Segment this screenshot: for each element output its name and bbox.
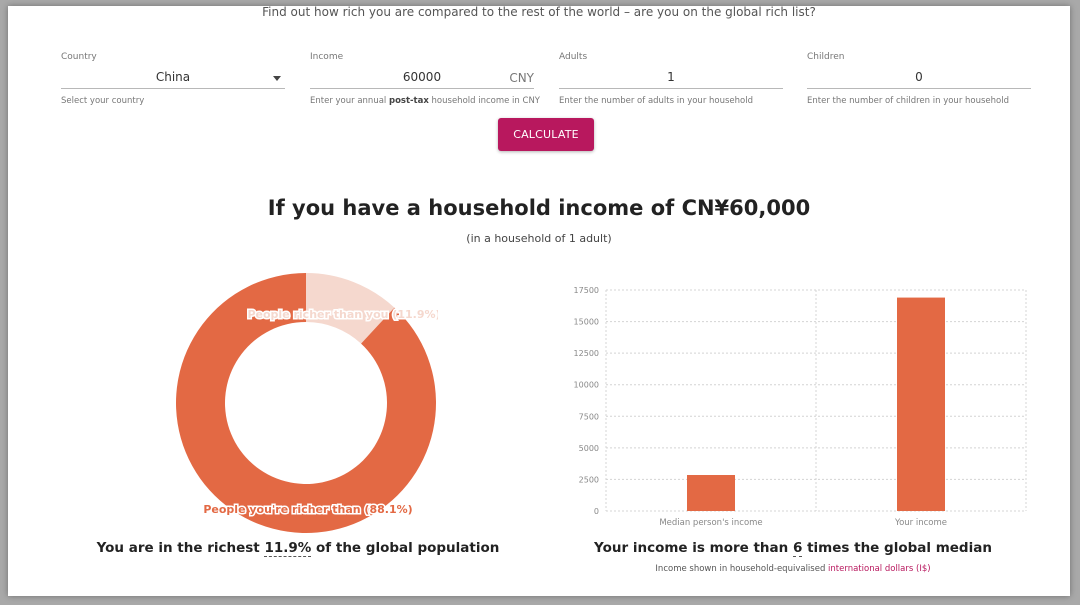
y-tick-label: 15000 (574, 318, 599, 327)
richest-percent[interactable]: 11.9% (264, 540, 312, 557)
income-value: 60000 (402, 70, 442, 84)
donut-label-2: People you're richer than (88.1%) (203, 503, 412, 516)
richest-caption: You are in the richest 11.9% of the glob… (96, 540, 500, 557)
bar-2[interactable] (897, 297, 945, 511)
income-label: Income (310, 52, 344, 62)
donut-slice-2[interactable] (176, 273, 437, 533)
adults-hint: Enter the number of adults in your house… (559, 96, 753, 106)
adults-input[interactable]: 1 (559, 66, 783, 89)
x-tick-label: Your income (894, 518, 947, 528)
adults-value: 1 (667, 70, 675, 84)
y-tick-label: 12500 (574, 349, 599, 358)
result-headline: If you have a household income of CN¥60,… (267, 196, 811, 220)
children-field: Children 0 Enter the number of children … (807, 52, 1031, 106)
page-subtitle: Find out how rich you are compared to th… (262, 6, 816, 19)
children-label: Children (807, 52, 845, 62)
median-caption: Your income is more than 6 times the glo… (594, 540, 992, 557)
international-dollars-link[interactable]: international dollars (I$) (828, 564, 931, 574)
bar-1[interactable] (687, 475, 735, 511)
children-input[interactable]: 0 (807, 66, 1031, 89)
donut-chart: People richer than you (11.9%) People you… (158, 268, 442, 538)
children-hint: Enter the number of children in your hou… (807, 96, 1009, 106)
x-tick-label: Median person's income (659, 518, 762, 528)
y-tick-label: 17500 (574, 286, 599, 295)
bar-chart: 0 2500 5000 7500 10000 12500 15000 17500 Median … (548, 268, 1028, 533)
income-input[interactable]: 60000 CNY (310, 66, 534, 89)
y-tick-label: 7500 (579, 412, 599, 421)
country-label: Country (61, 52, 97, 62)
donut-chart-svg: People richer than you (11.9%) People you… (176, 273, 442, 533)
country-hint: Select your country (61, 96, 145, 106)
y-tick-label: 5000 (579, 444, 599, 453)
y-tick-label: 0 (594, 507, 599, 516)
y-tick-label: 2500 (579, 475, 599, 484)
median-multiple[interactable]: 6 (792, 540, 803, 557)
donut-slice-1[interactable] (306, 273, 395, 344)
app-frame: Find out how rich you are compared to th… (8, 6, 1070, 596)
bar-chart-svg: 0 2500 5000 7500 10000 12500 15000 17500 Median … (574, 286, 1027, 528)
children-value: 0 (915, 70, 923, 84)
donut-label-1: People richer than you (11.9%) (247, 308, 438, 321)
country-value: China (155, 70, 191, 84)
calculate-button[interactable]: CALCULATE (498, 118, 594, 151)
result-subhead: (in a household of 1 adult) (466, 232, 612, 245)
currency-footnote: Income shown in household-equivalised in… (655, 564, 931, 574)
country-field: Country China Select your country (61, 52, 285, 106)
chevron-down-icon[interactable] (273, 76, 281, 81)
income-field: Income 60000 CNY Enter your annual post-… (310, 52, 540, 106)
income-unit: CNY (509, 71, 534, 85)
income-hint: Enter your annual post-tax household inc… (310, 96, 540, 106)
country-select[interactable]: China (61, 66, 285, 89)
adults-field: Adults 1 Enter the number of adults in y… (559, 52, 783, 106)
y-tick-label: 10000 (574, 381, 599, 390)
adults-label: Adults (559, 52, 588, 62)
